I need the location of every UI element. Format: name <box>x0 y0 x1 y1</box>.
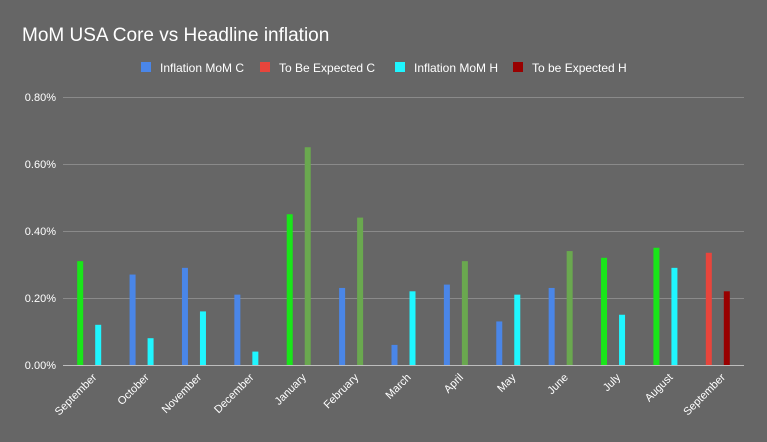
x-tick-label: December <box>212 371 257 416</box>
bar <box>147 338 154 365</box>
legend-label: Inflation MoM H <box>414 61 498 75</box>
legend-swatch <box>260 62 270 72</box>
chart-gridlines <box>63 97 744 299</box>
legend-label: To be Expected H <box>532 61 627 75</box>
y-axis-ticks: 0.00% 0.20% 0.40% 0.60% 0.80% <box>25 92 56 372</box>
bar <box>391 344 398 365</box>
y-tick-label: 0.40% <box>25 226 56 238</box>
bar <box>443 284 450 365</box>
bar <box>286 214 293 365</box>
bar <box>671 267 678 365</box>
bar <box>601 257 608 365</box>
x-tick-label: September <box>53 371 100 418</box>
x-tick-label: May <box>495 371 519 395</box>
legend-label: To Be Expected C <box>279 61 375 75</box>
bar <box>199 311 206 365</box>
y-tick-label: 0.60% <box>25 159 56 171</box>
chart-title: MoM USA Core vs Headline inflation <box>22 25 329 46</box>
bar <box>566 251 573 365</box>
x-tick-label: January <box>273 371 310 408</box>
legend-swatch <box>513 62 523 72</box>
bar <box>357 217 364 365</box>
legend-swatch <box>395 62 405 72</box>
x-tick-label: March <box>384 372 414 402</box>
x-tick-label: September <box>681 371 728 418</box>
bar <box>304 147 311 365</box>
bar <box>77 261 84 365</box>
bar <box>496 321 503 365</box>
bar <box>514 294 521 365</box>
bar <box>653 247 660 365</box>
x-tick-label: November <box>160 371 205 416</box>
legend-swatch <box>141 62 151 72</box>
chart-legend: Inflation MoM C To Be Expected C Inflation… <box>141 61 627 75</box>
y-tick-label: 0.20% <box>25 293 56 305</box>
bar <box>129 274 136 365</box>
bar <box>339 287 346 365</box>
legend-label: Inflation MoM C <box>160 61 244 75</box>
bar <box>409 291 416 365</box>
bar <box>461 261 468 365</box>
bar <box>619 314 626 365</box>
x-axis-ticks: September October November December January F… <box>53 371 728 418</box>
x-tick-label: June <box>545 372 570 397</box>
bar <box>95 324 102 365</box>
bar <box>723 291 730 365</box>
x-tick-label: August <box>643 372 676 405</box>
bar <box>234 294 241 365</box>
x-tick-label: February <box>322 371 362 411</box>
x-tick-label: October <box>116 371 152 407</box>
bar <box>548 287 555 365</box>
x-tick-label: April <box>442 372 466 396</box>
y-tick-label: 0.80% <box>25 92 56 104</box>
bar <box>705 252 712 365</box>
bar <box>181 267 188 365</box>
chart-bars <box>77 147 730 365</box>
x-tick-label: July <box>601 371 624 394</box>
bar <box>252 351 259 365</box>
y-tick-label: 0.00% <box>25 360 56 372</box>
